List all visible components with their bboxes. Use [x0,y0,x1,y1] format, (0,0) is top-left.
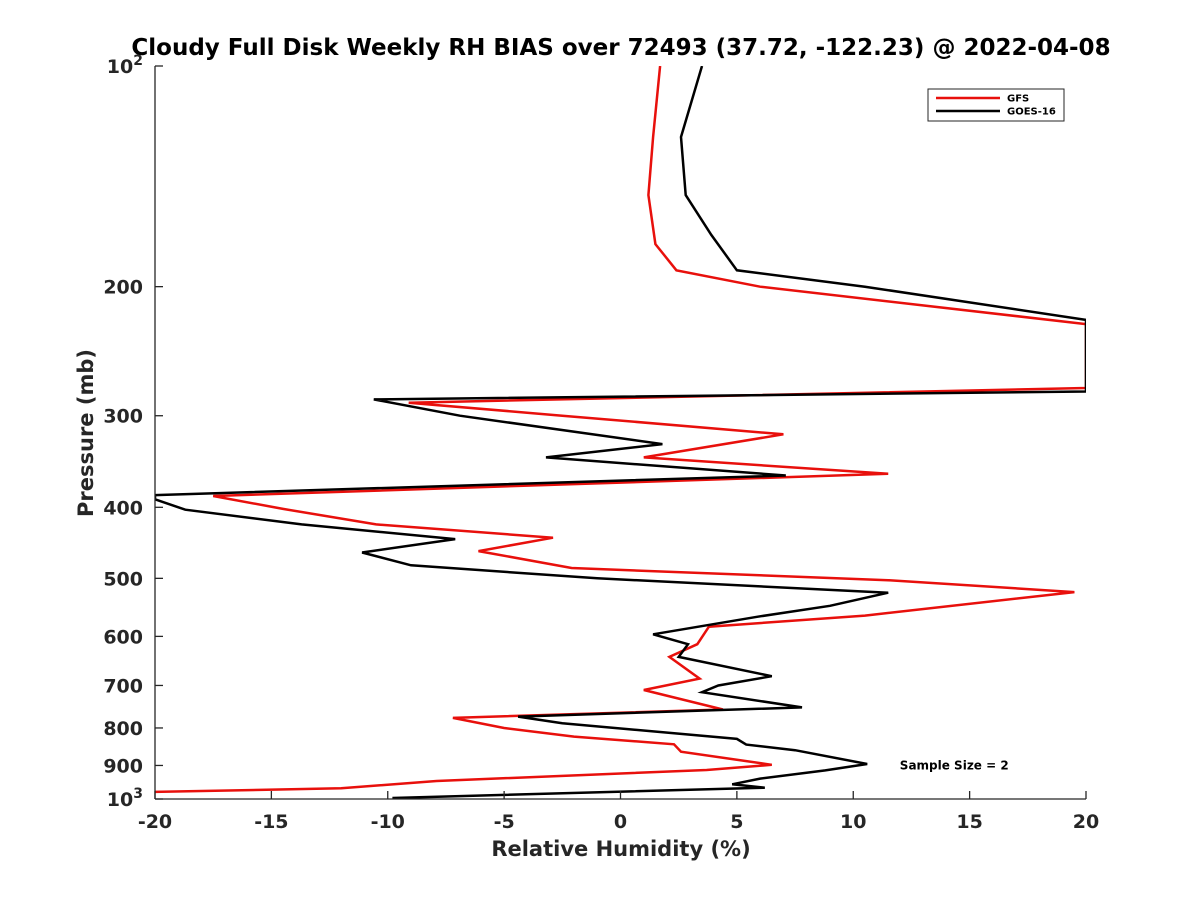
series-layer [155,66,1086,799]
x-tick-label: -5 [494,811,515,833]
legend: GFS GOES-16 [927,88,1065,122]
plot-area: -20 -15 -10 -5 0 5 10 15 20 102 200 300 400 500 600 70… [103,53,1099,833]
x-tick-label: 20 [1073,811,1099,833]
y-tick-label: 700 [103,675,143,697]
x-tick-label: 15 [956,811,982,833]
y-tick-label: 300 [103,406,143,428]
y-tick-label: 102 [107,53,143,78]
x-tick-label: -20 [138,811,172,833]
legend-label-gfs: GFS [1007,94,1029,105]
x-tick-label: -10 [371,811,405,833]
y-tick-label: 800 [103,718,143,740]
y-axis-ticks: 102 200 300 400 500 600 700 800 900 103 [103,53,163,811]
y-tick-label: 400 [103,497,143,519]
legend-box [927,88,1065,122]
x-axis-label: Relative Humidity (%) [491,837,750,861]
x-tick-label: 0 [614,811,627,833]
legend-label-goes16: GOES-16 [1007,107,1056,118]
series-line-gfs [155,66,1086,794]
chart-title: Cloudy Full Disk Weekly RH BIAS over 724… [131,35,1110,61]
y-tick-label: 500 [103,568,143,590]
sample-size-annotation: Sample Size = 2 [900,758,1009,772]
x-tick-label: -15 [254,811,288,833]
y-axis-label: Pressure (mb) [74,349,98,517]
y-tick-label: 900 [103,755,143,777]
series-line-goes16 [155,66,1086,799]
x-tick-label: 5 [730,811,743,833]
y-tick-label: 103 [107,786,143,811]
x-axis-ticks: -20 -15 -10 -5 0 5 10 15 20 [138,791,1099,833]
y-tick-label: 600 [103,626,143,648]
x-tick-label: 10 [840,811,866,833]
y-tick-label: 200 [103,277,143,299]
